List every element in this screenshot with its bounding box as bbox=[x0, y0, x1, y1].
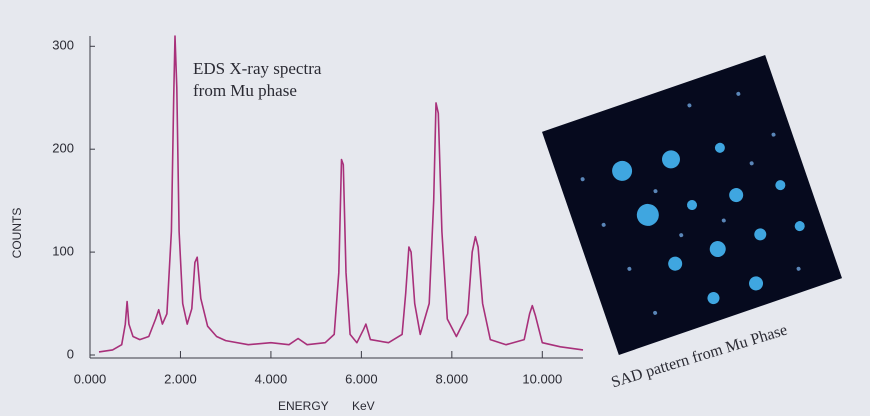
x-tick-label: 8.000 bbox=[436, 371, 469, 386]
x-tick-label: 6.000 bbox=[345, 371, 378, 386]
x-tick-label: 0.000 bbox=[74, 371, 107, 386]
y-tick-label: 100 bbox=[52, 244, 74, 259]
chart-title: from Mu phase bbox=[193, 81, 297, 100]
figure: SAD pattern from Mu Phase EDS X-ray spec… bbox=[0, 0, 870, 416]
x-axis-unit: KeV bbox=[352, 399, 375, 413]
x-tick-label: 2.000 bbox=[164, 371, 197, 386]
x-tick-label: 10.000 bbox=[522, 371, 562, 386]
chart-title: EDS X-ray spectra bbox=[193, 59, 322, 78]
y-tick-label: 200 bbox=[52, 141, 74, 156]
x-axis-label: ENERGY bbox=[278, 399, 329, 413]
y-axis-label: COUNTS bbox=[10, 208, 24, 259]
y-tick-label: 300 bbox=[52, 38, 74, 53]
y-tick-label: 0 bbox=[67, 346, 74, 361]
page: {"chart_data": {"type": "line", "title":… bbox=[0, 0, 870, 416]
spectrum-line bbox=[99, 36, 583, 352]
sad-image bbox=[542, 55, 842, 355]
x-tick-label: 4.000 bbox=[255, 371, 288, 386]
